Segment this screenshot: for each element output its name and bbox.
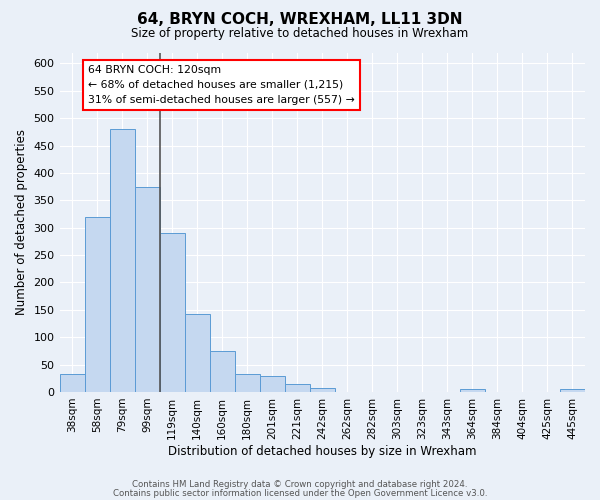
Bar bbox=[285, 384, 310, 392]
Text: Contains public sector information licensed under the Open Government Licence v3: Contains public sector information licen… bbox=[113, 489, 487, 498]
Bar bbox=[260, 376, 285, 392]
Bar bbox=[235, 374, 260, 392]
Bar bbox=[460, 389, 485, 392]
Bar bbox=[209, 351, 235, 392]
Y-axis label: Number of detached properties: Number of detached properties bbox=[15, 129, 28, 315]
Text: Contains HM Land Registry data © Crown copyright and database right 2024.: Contains HM Land Registry data © Crown c… bbox=[132, 480, 468, 489]
Text: 64, BRYN COCH, WREXHAM, LL11 3DN: 64, BRYN COCH, WREXHAM, LL11 3DN bbox=[137, 12, 463, 28]
Text: 64 BRYN COCH: 120sqm
← 68% of detached houses are smaller (1,215)
31% of semi-de: 64 BRYN COCH: 120sqm ← 68% of detached h… bbox=[88, 65, 355, 104]
Bar bbox=[310, 388, 335, 392]
Bar bbox=[110, 129, 134, 392]
Bar bbox=[160, 233, 185, 392]
Bar bbox=[134, 186, 160, 392]
Bar bbox=[59, 374, 85, 392]
Text: Size of property relative to detached houses in Wrexham: Size of property relative to detached ho… bbox=[131, 28, 469, 40]
Bar bbox=[560, 389, 585, 392]
Bar bbox=[85, 217, 110, 392]
X-axis label: Distribution of detached houses by size in Wrexham: Distribution of detached houses by size … bbox=[168, 444, 476, 458]
Bar bbox=[185, 314, 209, 392]
